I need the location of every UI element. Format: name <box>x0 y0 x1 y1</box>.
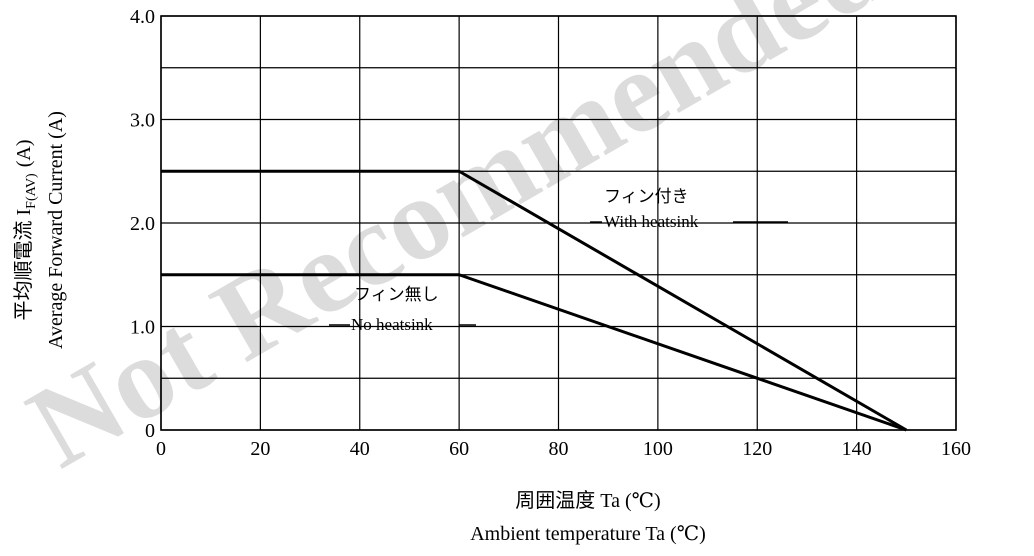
y-axis-title-jp-group: 平均順電流 IF(AV) (A) <box>12 140 39 321</box>
y-tick-label: 3.0 <box>130 110 155 132</box>
x-tick-label: 160 <box>941 438 971 460</box>
y-tick-label: 2.0 <box>130 213 155 235</box>
with-heatsink-label-jp: フィン付き <box>604 187 689 206</box>
y-axis-title-jp-unit: (A) <box>13 140 35 168</box>
x-tick-label: 120 <box>742 438 772 460</box>
watermark: Not Recommended <box>8 0 905 493</box>
x-axis-title-jp: 周囲温度 Ta (℃) <box>515 489 660 512</box>
x-axis-title-en: Ambient temperature Ta (℃) <box>470 523 706 545</box>
x-tick-label: 80 <box>549 438 569 460</box>
series-lines <box>161 169 908 432</box>
series-line-no-heatsink <box>161 273 907 432</box>
x-tick-label: 40 <box>350 438 370 460</box>
with-heatsink-label-en: With heatsink <box>604 212 699 231</box>
y-tick-label: 4.0 <box>130 6 155 28</box>
x-tick-label: 100 <box>643 438 673 460</box>
no-heatsink-label-jp: フィン無し <box>354 285 439 304</box>
y-axis-title-jp-sub: F(AV) <box>24 173 39 209</box>
series-line-with-heatsink <box>161 169 908 432</box>
no-heatsink-label-en: No heatsink <box>351 315 433 334</box>
y-axis-title-jp: 平均順電流 IF(AV) (A) <box>12 140 39 321</box>
x-tick-label: 140 <box>842 438 872 460</box>
annotation-no-heatsink: フィン無し No heatsink <box>329 285 476 334</box>
y-tick-label: 0 <box>145 420 155 442</box>
y-axis-title-en: Average Forward Current (A) <box>45 111 67 349</box>
annotation-with-heatsink: フィン付き With heatsink <box>590 187 788 231</box>
x-tick-label: 20 <box>250 438 270 460</box>
plot-frame <box>160 15 957 431</box>
tick-labels: 0 20 40 60 80 100 120 140 160 0 1.0 2.0 3.0 4.0 <box>130 6 971 460</box>
y-axis-title-jp-main: 平均順電流 I <box>12 209 35 321</box>
x-tick-label: 60 <box>449 438 469 460</box>
y-tick-label: 1.0 <box>130 317 155 339</box>
x-tick-label: 0 <box>156 438 166 460</box>
